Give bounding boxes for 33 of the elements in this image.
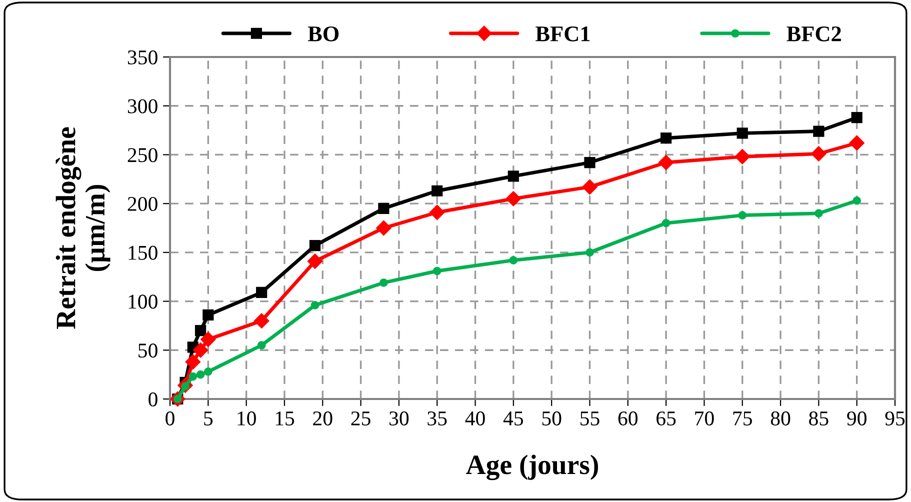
x-tick-label: 80	[770, 411, 790, 426]
x-tick-label: 15	[276, 412, 294, 426]
y-tick-label: 200	[128, 196, 158, 212]
x-tick-label: 50	[542, 411, 562, 426]
x-tick-label: 0	[166, 411, 174, 426]
legend-label: BFC2	[786, 26, 841, 42]
x-tick-label: 70	[695, 411, 714, 426]
x-tick-label: 40	[465, 411, 485, 426]
y-tick-label: 300	[128, 99, 158, 114]
x-tick-label: 10	[238, 411, 256, 426]
x-axis-title: Age (jours)	[466, 454, 598, 480]
x-tick-label: 55	[580, 412, 600, 426]
y-tick-label: 100	[128, 294, 158, 309]
x-tick-label: 60	[618, 411, 638, 426]
x-tick-label: 25	[351, 411, 370, 426]
x-tick-label: 45	[503, 412, 524, 426]
x-tick-label: 35	[428, 411, 447, 426]
y-tick-label: 50	[138, 344, 158, 358]
x-tick-label: 95	[885, 411, 905, 426]
x-tick-label: 65	[656, 411, 676, 426]
x-tick-label: 75	[733, 412, 752, 426]
y-tick-label: 150	[128, 246, 158, 260]
legend-label: BFC1	[536, 26, 590, 42]
y-axis-title: Retrait endogène (µm/m)	[56, 127, 110, 329]
y-tick-label: 0	[148, 392, 158, 406]
y-tick-label: 350	[128, 50, 158, 64]
legend-label: BO	[308, 26, 339, 42]
x-tick-label: 30	[390, 411, 409, 426]
x-tick-label: 90	[847, 411, 866, 426]
x-tick-label: 5	[204, 412, 213, 426]
x-tick-label: 20	[313, 411, 332, 426]
x-tick-label: 85	[809, 411, 828, 426]
y-tick-label: 250	[128, 148, 158, 162]
